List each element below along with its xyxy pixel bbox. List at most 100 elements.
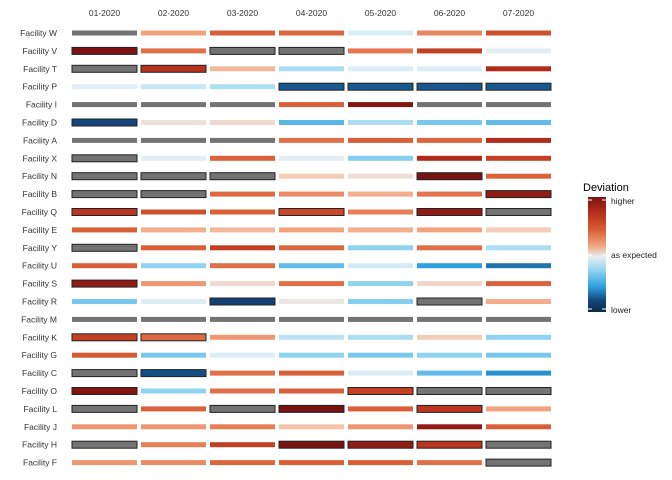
heatmap-cell [141, 406, 206, 412]
heatmap-cell [140, 172, 207, 181]
heatmap-cell [279, 460, 344, 466]
heatmap-cell [141, 155, 206, 161]
heatmap-cell [417, 48, 482, 54]
heatmap-cell [417, 137, 482, 143]
heatmap-cell [486, 137, 551, 143]
heatmap-cell [279, 334, 344, 340]
heatmap-cell [416, 208, 483, 216]
heatmap-cell [210, 191, 275, 197]
heatmap-cell [417, 66, 482, 72]
heatmap-cell [141, 227, 206, 233]
heatmap-cell [278, 46, 345, 55]
heatmap-cell [210, 102, 275, 108]
row-label: Facility Y [23, 243, 58, 253]
heatmap-cell [279, 30, 344, 36]
heatmap-cell [348, 406, 413, 412]
heatmap-cell [71, 369, 138, 378]
row-label: Facility S [23, 279, 58, 289]
heatmap-cell [141, 263, 206, 269]
row-label: Facility A [23, 135, 57, 145]
heatmap-cell [279, 173, 344, 179]
heatmap-cell [278, 440, 345, 449]
heatmap-cell [348, 316, 413, 322]
legend-label-higher: higher [611, 196, 635, 206]
row-label: Facility Q [22, 207, 58, 217]
heatmap-cell [141, 299, 206, 304]
heatmap-cell [279, 155, 344, 161]
heatmap-cell [210, 424, 275, 430]
heatmap-cell [348, 424, 413, 430]
heatmap-cell [210, 209, 275, 215]
heatmap-cell [210, 352, 275, 358]
heatmap-cell [347, 440, 414, 449]
heatmap-cell [485, 208, 552, 216]
heatmap-cell [278, 82, 345, 91]
heatmap-cell [209, 46, 276, 55]
heatmap-cell [210, 370, 275, 376]
heatmap-cell [141, 209, 206, 215]
legend-label-lower: lower [611, 305, 632, 315]
heatmap-cell [209, 404, 276, 413]
row-label: Facility D [22, 118, 57, 128]
heatmap-cell [72, 299, 137, 304]
heatmap-cell [485, 190, 552, 199]
heatmap-cell [486, 281, 551, 287]
heatmap-cell [348, 245, 413, 251]
heatmap-cell [279, 191, 344, 197]
heatmap-cell [417, 316, 482, 322]
heatmap-cell [72, 316, 137, 322]
heatmap-cell [348, 120, 413, 125]
heatmap-cell [416, 297, 483, 306]
heatmap-cell [141, 120, 206, 125]
column-label: 03-2020 [227, 8, 258, 18]
heatmap-cell [348, 191, 413, 197]
heatmap-cell [279, 137, 344, 143]
heatmap-cell [72, 84, 137, 90]
heatmap-cell [71, 190, 138, 199]
heatmap-cell [140, 369, 207, 378]
heatmap-cell [417, 102, 482, 108]
heatmap-cell [348, 460, 413, 466]
heatmap-cell [417, 370, 482, 376]
legend-title: Deviation [583, 182, 629, 194]
row-label: Facility K [23, 332, 58, 342]
column-label: 05-2020 [365, 8, 396, 18]
heatmap-cell [278, 208, 345, 216]
column-label: 04-2020 [296, 8, 327, 18]
heatmap-cell [279, 281, 344, 287]
heatmap-cell [279, 120, 344, 125]
heatmap-cell [348, 370, 413, 376]
heatmap-cell [71, 440, 138, 449]
heatmap-cell [486, 406, 551, 412]
heatmap-cell [210, 227, 275, 233]
row-label: Facility N [22, 171, 57, 181]
heatmap-cell [141, 442, 206, 448]
heatmap-cell [486, 245, 551, 251]
heatmap-cell [141, 281, 206, 287]
row-label: Facility C [22, 368, 57, 378]
heatmap-cell [279, 424, 344, 430]
heatmap-cell [140, 64, 207, 73]
column-label: 01-2020 [89, 8, 120, 18]
row-label: Facility F [23, 458, 57, 468]
heatmap-cell [210, 120, 275, 125]
heatmap-cell [72, 30, 137, 36]
heatmap-cell [71, 279, 138, 288]
heatmap-cell [486, 352, 551, 358]
heatmap-cell [141, 102, 206, 108]
row-label: Facility W [20, 28, 57, 38]
heatmap-cell [141, 30, 206, 36]
heatmap-cell [141, 424, 206, 430]
row-label: Facility O [22, 386, 58, 396]
heatmap-cell [348, 334, 413, 340]
heatmap-cell [417, 191, 482, 197]
heatmap-cell [140, 333, 207, 342]
heatmap-cell [486, 299, 551, 304]
heatmap-cell [210, 316, 275, 322]
heatmap-cell [71, 64, 138, 73]
heatmap-cell [71, 118, 138, 127]
heatmap-cell [486, 263, 551, 269]
heatmap-cell [279, 299, 344, 304]
heatmap-cell [486, 227, 551, 233]
heatmap-cell [486, 334, 551, 340]
